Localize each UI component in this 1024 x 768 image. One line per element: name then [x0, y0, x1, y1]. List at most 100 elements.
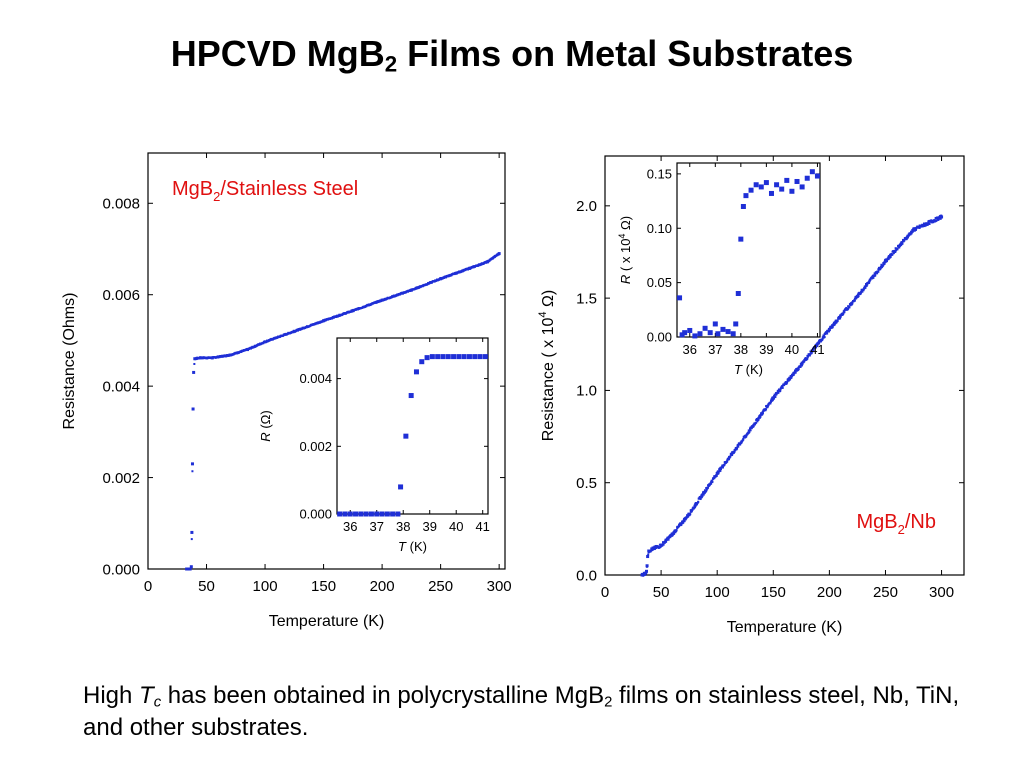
data-point — [868, 280, 871, 283]
data-point — [647, 549, 651, 553]
data-point — [781, 386, 784, 389]
data-point — [670, 532, 674, 536]
data-point — [792, 373, 795, 376]
inset-data-point — [374, 511, 380, 517]
data-point — [899, 242, 902, 245]
x-axis-label: Temperature (K) — [727, 619, 843, 636]
data-point — [928, 222, 931, 225]
caption-subscript: 2 — [604, 694, 613, 711]
data-point — [926, 223, 929, 226]
data-point — [769, 400, 772, 403]
caption-tc-subscript: c — [153, 694, 162, 711]
data-point — [809, 350, 812, 353]
data-point — [900, 244, 903, 247]
data-point — [897, 245, 900, 248]
data-point — [773, 393, 776, 396]
data-point — [807, 355, 810, 358]
y-tick-label: 2.0 — [576, 198, 597, 215]
inset-data-point — [725, 329, 731, 335]
data-point — [697, 500, 700, 503]
data-point — [210, 356, 214, 360]
data-point — [707, 486, 710, 489]
data-point — [767, 404, 770, 407]
data-point — [675, 529, 678, 532]
inset-data-point — [748, 187, 754, 193]
data-point — [322, 319, 326, 323]
data-point — [861, 290, 864, 293]
data-point — [694, 505, 697, 508]
data-point — [644, 573, 647, 576]
data-point — [439, 277, 443, 281]
inset-data-point — [814, 173, 820, 179]
data-point — [818, 342, 821, 345]
x-tick-label: 50 — [198, 578, 215, 595]
data-point — [836, 319, 839, 322]
data-point — [719, 469, 722, 472]
data-point — [678, 524, 681, 527]
data-point — [409, 288, 413, 292]
title-text: HPCVD MgB — [170, 33, 385, 74]
data-point — [934, 216, 937, 219]
data-point — [935, 219, 938, 222]
data-point — [193, 357, 197, 361]
data-point — [848, 306, 851, 309]
inset-data-point — [445, 354, 451, 360]
data-point — [864, 286, 867, 289]
data-point — [185, 567, 189, 571]
data-point — [877, 270, 880, 273]
data-point — [803, 360, 806, 363]
data-point — [819, 340, 822, 343]
data-point — [689, 509, 692, 512]
data-point — [918, 226, 921, 229]
data-point — [923, 225, 926, 228]
data-point — [380, 298, 384, 302]
data-point — [831, 324, 834, 327]
data-point — [497, 252, 501, 256]
data-point — [789, 378, 792, 381]
inset-data-point — [794, 178, 800, 184]
data-point — [779, 388, 782, 391]
data-point — [415, 287, 418, 290]
data-point — [882, 261, 885, 264]
data-point — [351, 309, 355, 313]
data-point — [721, 464, 724, 467]
data-point — [880, 263, 883, 266]
data-point — [228, 353, 232, 357]
data-point — [687, 512, 691, 516]
data-point — [192, 370, 196, 374]
inset-data-point — [789, 188, 795, 194]
data-point — [781, 384, 784, 387]
x-tick-label: 39 — [759, 342, 773, 357]
data-point — [720, 468, 723, 471]
data-point — [879, 266, 882, 269]
inset-x-axis-label: T (K) — [734, 362, 763, 377]
data-point — [892, 250, 895, 253]
data-point — [939, 217, 942, 220]
data-point — [771, 399, 774, 402]
y-tick-label: 0.006 — [102, 287, 140, 304]
data-point — [190, 530, 194, 534]
x-tick-label: 0 — [601, 584, 609, 601]
data-point — [794, 370, 797, 373]
inset-data-point — [363, 511, 369, 517]
data-point — [887, 255, 890, 258]
inset-data-series — [337, 354, 488, 517]
inset-data-point — [353, 511, 359, 517]
data-point — [700, 496, 703, 499]
y-tick-label: 0.008 — [102, 196, 140, 213]
data-point — [799, 365, 802, 368]
caption: High Tc has been obtained in polycrystal… — [83, 680, 963, 744]
data-point — [736, 447, 739, 450]
y-tick-label: 0.0 — [576, 567, 597, 584]
data-point — [758, 416, 761, 419]
data-point — [940, 215, 944, 219]
data-point — [880, 264, 883, 267]
data-point — [812, 347, 815, 350]
data-point — [843, 311, 846, 314]
inset-data-point — [682, 330, 688, 336]
inset-data-point — [337, 511, 343, 517]
data-point — [905, 238, 908, 241]
data-point — [806, 357, 809, 360]
x-tick-label: 38 — [396, 519, 410, 534]
x-tick-label: 200 — [817, 584, 842, 601]
